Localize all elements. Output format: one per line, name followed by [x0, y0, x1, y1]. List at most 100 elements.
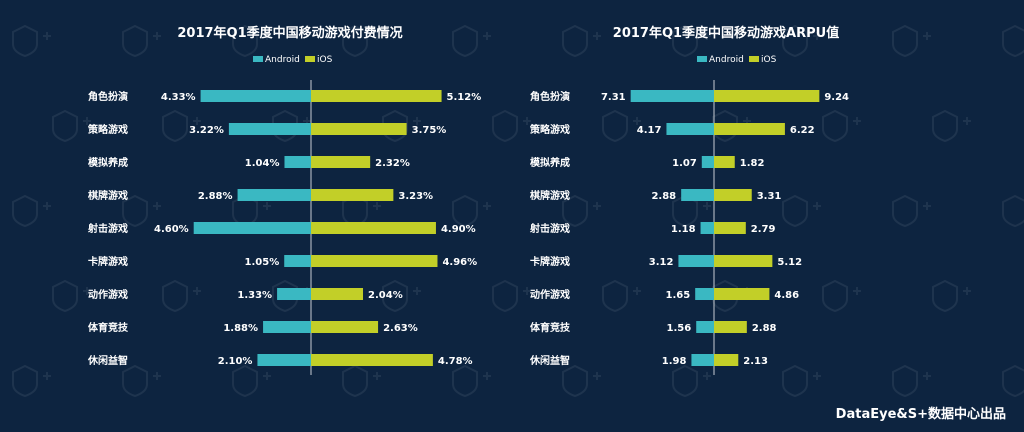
- bar-android: [630, 90, 714, 102]
- watermark-logo: [12, 364, 51, 398]
- data-label-android: 1.56: [667, 323, 692, 334]
- bar-ios: [714, 222, 746, 234]
- data-label-android: 1.33%: [237, 290, 272, 301]
- bar-ios: [714, 90, 820, 102]
- watermark-logo: [672, 364, 711, 398]
- watermark-logo: [782, 194, 821, 228]
- legend-swatch-ios: [305, 56, 315, 62]
- bar-android: [228, 123, 311, 135]
- arpu-chart: 2017年Q1季度中国移动游戏ARPU值 Android iOS 角色扮演 7.31 9.…: [529, 25, 849, 375]
- data-label-android: 2.88: [651, 191, 676, 202]
- watermark-logo: [122, 364, 161, 398]
- watermark-logo: [452, 194, 491, 228]
- watermark-logo: [1002, 194, 1024, 228]
- watermark-logo: [932, 279, 971, 313]
- data-label-ios: 4.78%: [438, 356, 473, 367]
- bar-ios: [714, 354, 739, 366]
- data-label-android: 3.22%: [189, 125, 224, 136]
- data-label-ios: 1.82: [740, 158, 765, 169]
- source-credit: DataEye&S+数据中心出品: [835, 407, 1006, 422]
- watermark-logo: [52, 279, 91, 313]
- data-label-android: 1.98: [662, 356, 687, 367]
- data-label-android: 3.12: [649, 257, 674, 268]
- category-label: 射击游戏: [87, 222, 128, 235]
- category-label: 休闲益智: [529, 354, 570, 367]
- category-label: 射击游戏: [529, 222, 570, 235]
- watermark-logo: [822, 109, 861, 143]
- data-label-ios: 2.63%: [383, 323, 418, 334]
- watermark-logo: [602, 279, 641, 313]
- data-label-ios: 2.88: [752, 323, 777, 334]
- category-label: 模拟养成: [88, 156, 128, 169]
- data-label-android: 2.88%: [198, 191, 233, 202]
- data-label-ios: 3.31: [757, 191, 782, 202]
- category-label: 休闲益智: [87, 354, 128, 367]
- watermark-logo: [1002, 364, 1024, 398]
- data-label-android: 4.60%: [154, 224, 189, 235]
- data-label-ios: 3.23%: [398, 191, 433, 202]
- watermark-logo: [342, 364, 381, 398]
- category-label: 棋牌游戏: [529, 189, 570, 202]
- watermark-logo: [672, 194, 711, 228]
- category-label: 棋牌游戏: [87, 189, 128, 202]
- category-label: 体育竞技: [530, 321, 571, 334]
- watermark-logo: [562, 194, 601, 228]
- watermark-logo: [1002, 24, 1024, 58]
- watermark-logo: [382, 279, 421, 313]
- data-label-android: 7.31: [601, 92, 626, 103]
- chart-title: 2017年Q1季度中国移动游戏付费情况: [177, 25, 402, 41]
- data-label-ios: 2.79: [751, 224, 776, 235]
- data-label-ios: 5.12%: [447, 92, 482, 103]
- bar-ios: [311, 90, 442, 102]
- watermark-logo: [672, 24, 711, 58]
- category-label: 动作游戏: [530, 288, 570, 301]
- data-label-ios: 2.04%: [368, 290, 403, 301]
- data-label-android: 1.88%: [223, 323, 258, 334]
- bar-android: [193, 222, 311, 234]
- data-label-ios: 9.24: [824, 92, 849, 103]
- category-label: 卡牌游戏: [88, 255, 128, 268]
- watermark-logo: [892, 24, 931, 58]
- bar-ios: [311, 255, 438, 267]
- bar-ios: [714, 255, 773, 267]
- bar-android: [681, 189, 714, 201]
- data-label-android: 1.18: [671, 224, 696, 235]
- bar-android: [691, 354, 714, 366]
- watermark-logo: [892, 364, 931, 398]
- watermark-logo: [892, 194, 931, 228]
- data-label-ios: 6.22: [790, 125, 815, 136]
- watermark-logo: [782, 24, 821, 58]
- bar-ios: [311, 156, 371, 168]
- bar-android: [666, 123, 714, 135]
- watermark-logo: [822, 279, 861, 313]
- data-label-android: 4.33%: [161, 92, 196, 103]
- watermark-logo: [492, 279, 531, 313]
- watermark-logo: [232, 364, 271, 398]
- watermark-logo: [452, 24, 491, 58]
- category-label: 卡牌游戏: [530, 255, 570, 268]
- data-label-android: 1.04%: [245, 158, 280, 169]
- legend-swatch-android: [253, 56, 263, 62]
- watermark-logo: [162, 279, 201, 313]
- bar-ios: [311, 189, 394, 201]
- bar-android: [284, 255, 311, 267]
- bar-android: [701, 156, 714, 168]
- bar-android: [678, 255, 714, 267]
- watermark-logo: [492, 109, 531, 143]
- bar-android: [277, 288, 311, 300]
- watermark-logo: [562, 24, 601, 58]
- legend-label-ios: iOS: [761, 55, 777, 65]
- bar-android: [200, 90, 311, 102]
- data-label-ios: 4.90%: [441, 224, 476, 235]
- watermark-logo: [602, 109, 641, 143]
- watermark-logo: [122, 24, 161, 58]
- category-label: 模拟养成: [530, 156, 570, 169]
- bar-android: [237, 189, 311, 201]
- legend-label-android: Android: [265, 55, 300, 65]
- data-label-ios: 2.32%: [375, 158, 410, 169]
- data-label-ios: 2.13: [743, 356, 768, 367]
- bar-android: [257, 354, 311, 366]
- data-label-ios: 4.86: [774, 290, 799, 301]
- bar-ios: [714, 123, 785, 135]
- bar-ios: [311, 123, 407, 135]
